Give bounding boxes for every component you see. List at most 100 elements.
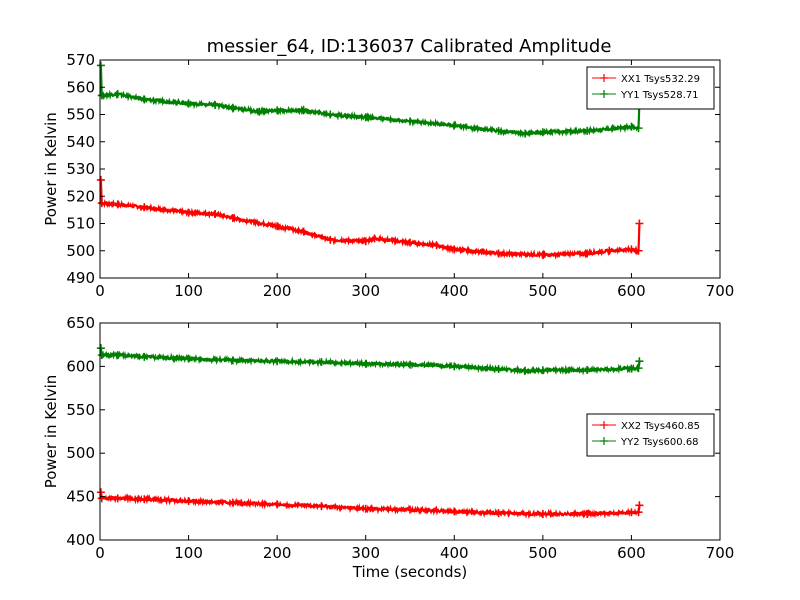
data-point [634, 124, 643, 133]
data-point [406, 360, 414, 369]
y-tick-label: 500 [66, 242, 95, 260]
data-point [361, 237, 370, 246]
legend-marker [600, 437, 608, 445]
data-point [583, 509, 592, 518]
x-tick-label: 700 [706, 544, 735, 562]
data-point [140, 495, 149, 504]
data-point [326, 110, 335, 119]
x-tick-label: 400 [440, 544, 469, 562]
x-axis-label: Time (seconds) [352, 563, 468, 581]
legend-entry: YY1 Tsys528.71 [620, 90, 699, 101]
data-point [140, 352, 149, 361]
data-point [140, 95, 149, 104]
top-plot: 0 100 200 300 400 500 600 700 490 500 510 520 530 540… [42, 51, 734, 300]
data-point [184, 354, 193, 363]
data-point [361, 113, 370, 122]
data-point [605, 246, 614, 255]
data-point [228, 103, 237, 112]
y-tick-label: 530 [66, 160, 95, 178]
data-point [255, 107, 264, 116]
data-point [113, 351, 122, 360]
data-point [538, 128, 547, 137]
y-tick-label: 570 [66, 51, 95, 69]
y-tick-label: 550 [66, 106, 95, 124]
data-point [96, 175, 105, 184]
y-tick-label: 400 [66, 531, 95, 549]
series-2 [96, 61, 644, 138]
data-point [583, 365, 592, 374]
data-point [273, 357, 282, 366]
data-point [450, 245, 459, 254]
x-tick-label: 100 [174, 544, 203, 562]
data-point [97, 351, 106, 360]
data-point [627, 245, 636, 254]
legend-marker [600, 421, 608, 429]
data-point [140, 203, 149, 212]
data-point [96, 61, 105, 70]
data-point [627, 122, 636, 131]
x-tick-label: 600 [617, 544, 646, 562]
y-tick-label: 490 [66, 269, 95, 287]
series-line [99, 348, 641, 376]
data-point [184, 208, 193, 217]
data-point [634, 364, 643, 373]
data-point [583, 126, 592, 135]
y-tick-label: 500 [66, 444, 95, 462]
legend-entry: XX2 Tsys460.85 [621, 421, 700, 432]
legend-entry: XX1 Tsys532.29 [621, 74, 700, 85]
legend-box [586, 413, 715, 457]
data-point [494, 249, 503, 258]
y-tick-label: 600 [66, 357, 95, 375]
y-tick-label: 450 [66, 488, 95, 506]
data-point [326, 235, 335, 244]
data-point [432, 241, 441, 250]
x-tick-label: 200 [263, 282, 292, 300]
legend-entry: YY2 Tsys600.68 [620, 437, 699, 448]
data-point [273, 106, 282, 115]
x-tick-label: 500 [529, 282, 558, 300]
x-tick-label: 500 [529, 544, 558, 562]
y-tick-label: 510 [66, 215, 95, 233]
data-point [635, 219, 644, 228]
data-point [450, 362, 459, 371]
y-tick-label: 560 [66, 78, 95, 96]
x-tick-label: 400 [440, 282, 469, 300]
x-tick-label: 0 [95, 544, 105, 562]
legend: XX1 Tsys532.29 YY1 Tsys528.71 [586, 66, 715, 110]
x-tick-label: 700 [706, 282, 735, 300]
data-point [494, 509, 503, 518]
series-2 [96, 344, 644, 376]
data-point [228, 498, 237, 507]
legend-marker [600, 90, 608, 98]
legend-marker [600, 74, 608, 82]
data-point [521, 366, 530, 375]
data-point [317, 502, 326, 511]
x-tick-label: 300 [351, 544, 380, 562]
y-axis-label: Power in Kelvin [42, 375, 60, 489]
data-point [538, 366, 547, 375]
data-point [635, 357, 644, 366]
data-point [406, 505, 414, 514]
x-tick-label: 600 [617, 282, 646, 300]
bottom-plot: 0 100 200 300 400 500 600 700 400 450 500 550 600 650… [42, 314, 734, 562]
data-point [583, 249, 592, 258]
data-point [97, 199, 106, 208]
data-point [96, 488, 105, 497]
x-tick-label: 200 [263, 544, 292, 562]
y-tick-label: 520 [66, 187, 95, 205]
data-point [494, 365, 503, 374]
figure-title: messier_64, ID:136037 Calibrated Amplitu… [207, 36, 612, 57]
data-point [228, 214, 237, 223]
data-point [113, 90, 122, 99]
data-point [299, 227, 308, 236]
y-tick-label: 550 [66, 401, 95, 419]
data-point [317, 358, 326, 367]
data-point [521, 129, 530, 138]
data-point [406, 238, 414, 247]
series-1 [96, 175, 644, 260]
data-point [635, 501, 644, 510]
series-1 [96, 488, 644, 520]
data-point [494, 126, 503, 135]
data-point [113, 494, 122, 503]
data-point [634, 246, 643, 255]
